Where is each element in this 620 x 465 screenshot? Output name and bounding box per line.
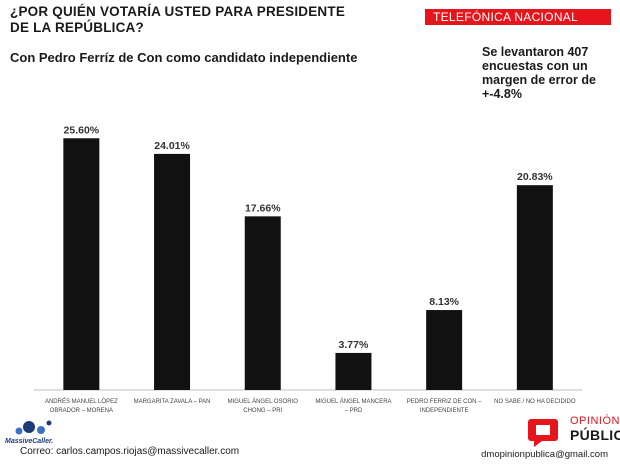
speech-bubble-icon (528, 419, 558, 447)
note-line-3: margen de error de (482, 73, 596, 87)
bar-1 (154, 153, 191, 390)
category-label-3-1: – PRD (345, 408, 363, 414)
data-label-1: 24.01% (154, 140, 190, 152)
category-label-2-1: CHONG – PRI (243, 408, 282, 414)
bar-4 (426, 310, 463, 390)
category-label-4-1: INDEPENDIENTE (420, 408, 469, 414)
note-line-1: Se levantaron 407 (482, 45, 589, 59)
category-label-3-0: MIGUEL ÁNGEL MANCERA (315, 398, 391, 405)
data-label-4: 8.13% (429, 296, 459, 308)
massivecaller-logo-icon (15, 420, 52, 435)
category-label-4-0: PEDRO FERRIZ DE CON – (407, 399, 482, 405)
data-label-3: 3.77% (339, 339, 369, 351)
category-label-5-0: NO SABE / NO HA DECIDIDO (494, 399, 576, 405)
page-title: ¿POR QUIÉN VOTARÍA USTED PARA PRESIDENTE… (10, 4, 410, 35)
opinion-publica-logo-line-2: PÚBLICA (570, 427, 620, 443)
data-label-2: 17.66% (245, 202, 281, 214)
category-label-0-0: ANDRÉS MANUEL LÓPEZ (45, 398, 118, 405)
category-label-0-1: OBRADOR – MORENA (50, 408, 113, 414)
data-label-5: 20.83% (517, 171, 553, 183)
contact-email-secondary: dmopinionpublica@gmail.com (481, 449, 608, 460)
source-badge: TELEFÓNICA NACIONAL (425, 9, 611, 25)
bar-3 (335, 352, 372, 390)
title-line-1: ¿POR QUIÉN VOTARÍA USTED PARA PRESIDENTE (10, 4, 346, 19)
category-label-2-0: MIGUEL ÁNGEL OSORIO (228, 398, 299, 405)
contact-email: Correo: carlos.campos.riojas@massivecall… (20, 446, 240, 457)
data-label-0: 25.60% (64, 124, 100, 136)
subtitle: Con Pedro Ferríz de Con como candidato i… (10, 50, 358, 65)
massivecaller-logo: MassiveCaller. (5, 417, 67, 447)
methodology-note: Se levantaron 407 encuestas con un marge… (482, 45, 616, 101)
opinion-publica-logo: OPINIÓN PÚBLICA (526, 415, 620, 447)
title-line-2: DE LA REPÚBLICA? (10, 19, 144, 35)
bar-5 (516, 185, 553, 390)
note-line-2: encuestas con un (482, 59, 588, 73)
note-line-4: +-4.8% (482, 87, 522, 101)
bar-2 (244, 216, 281, 390)
bar-0 (63, 138, 100, 390)
opinion-publica-logo-line-1: OPINIÓN (570, 415, 620, 427)
massivecaller-logo-text: MassiveCaller. (5, 438, 54, 445)
category-label-1-0: MARGARITA ZAVALA – PAN (134, 399, 211, 405)
